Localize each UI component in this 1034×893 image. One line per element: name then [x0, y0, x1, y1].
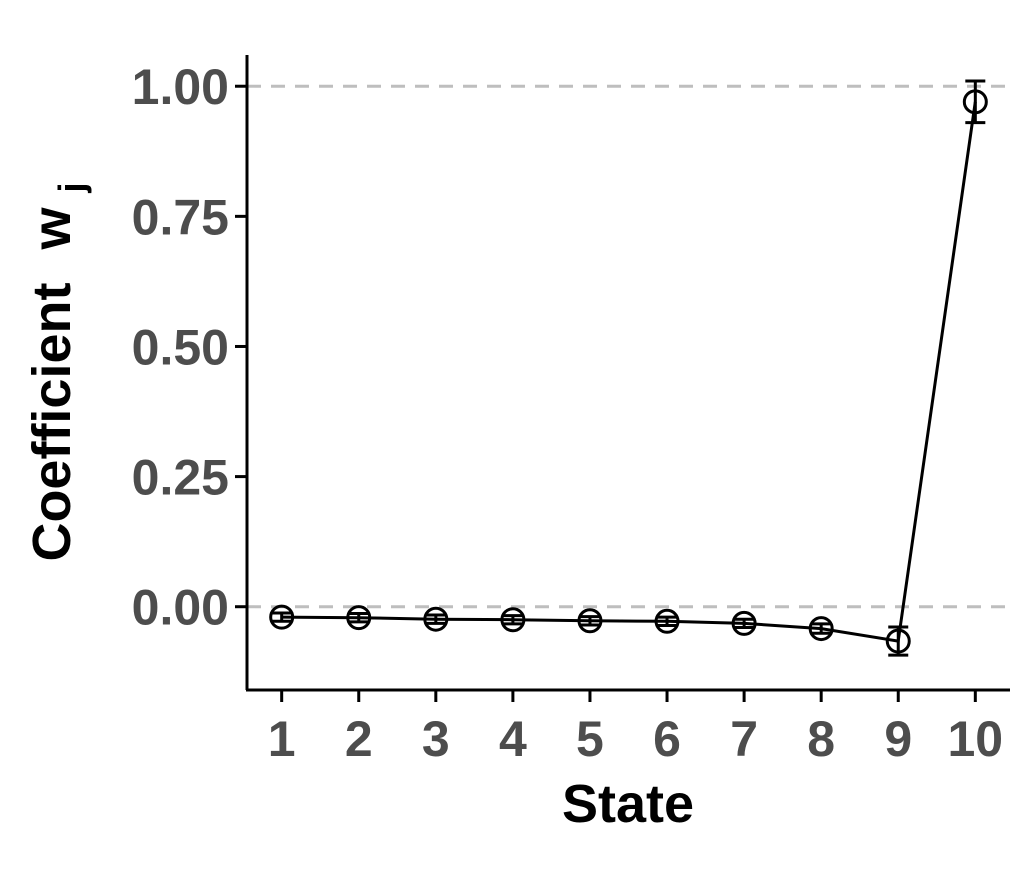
x-axis-ticks: 1 2 3 4 5 6 7 8 9 10 [268, 690, 1003, 767]
data-point [885, 628, 911, 654]
x-tick-label: 3 [422, 711, 450, 767]
x-tick-label: 7 [730, 711, 758, 767]
y-axis-title: Coefficient w j [22, 182, 92, 561]
data-point [423, 606, 449, 632]
y-tick-label: 0.75 [132, 189, 229, 245]
y-axis-title-subscript: j [51, 182, 92, 193]
data-point [962, 89, 988, 115]
y-axis-title-symbol: w [22, 207, 82, 251]
data-point [577, 608, 603, 634]
x-tick-label: 2 [345, 711, 373, 767]
x-tick-label: 6 [653, 711, 681, 767]
data-point [500, 607, 526, 633]
x-tick-label: 1 [268, 711, 296, 767]
series-line [281, 101, 977, 643]
x-tick-label: 8 [807, 711, 835, 767]
y-tick-label: 0.50 [132, 319, 229, 375]
x-axis-title: State [562, 774, 694, 834]
data-point [808, 616, 834, 642]
x-tick-label: 10 [948, 711, 1004, 767]
data-series [269, 79, 988, 657]
x-tick-label: 5 [576, 711, 604, 767]
data-point [654, 608, 680, 634]
x-tick-label: 4 [499, 711, 527, 767]
reference-lines [247, 84, 1010, 609]
x-tick-label: 9 [884, 711, 912, 767]
y-axis-title-text: Coefficient [22, 283, 82, 562]
data-point [346, 605, 372, 631]
y-tick-label: 0.00 [132, 580, 229, 636]
y-axis-ticks: 0.00 0.25 0.50 0.75 1.00 [132, 59, 247, 636]
data-point [269, 604, 295, 630]
y-tick-label: 1.00 [132, 59, 229, 115]
axes [245, 55, 1010, 692]
y-tick-label: 0.25 [132, 450, 229, 506]
data-point [731, 610, 757, 636]
